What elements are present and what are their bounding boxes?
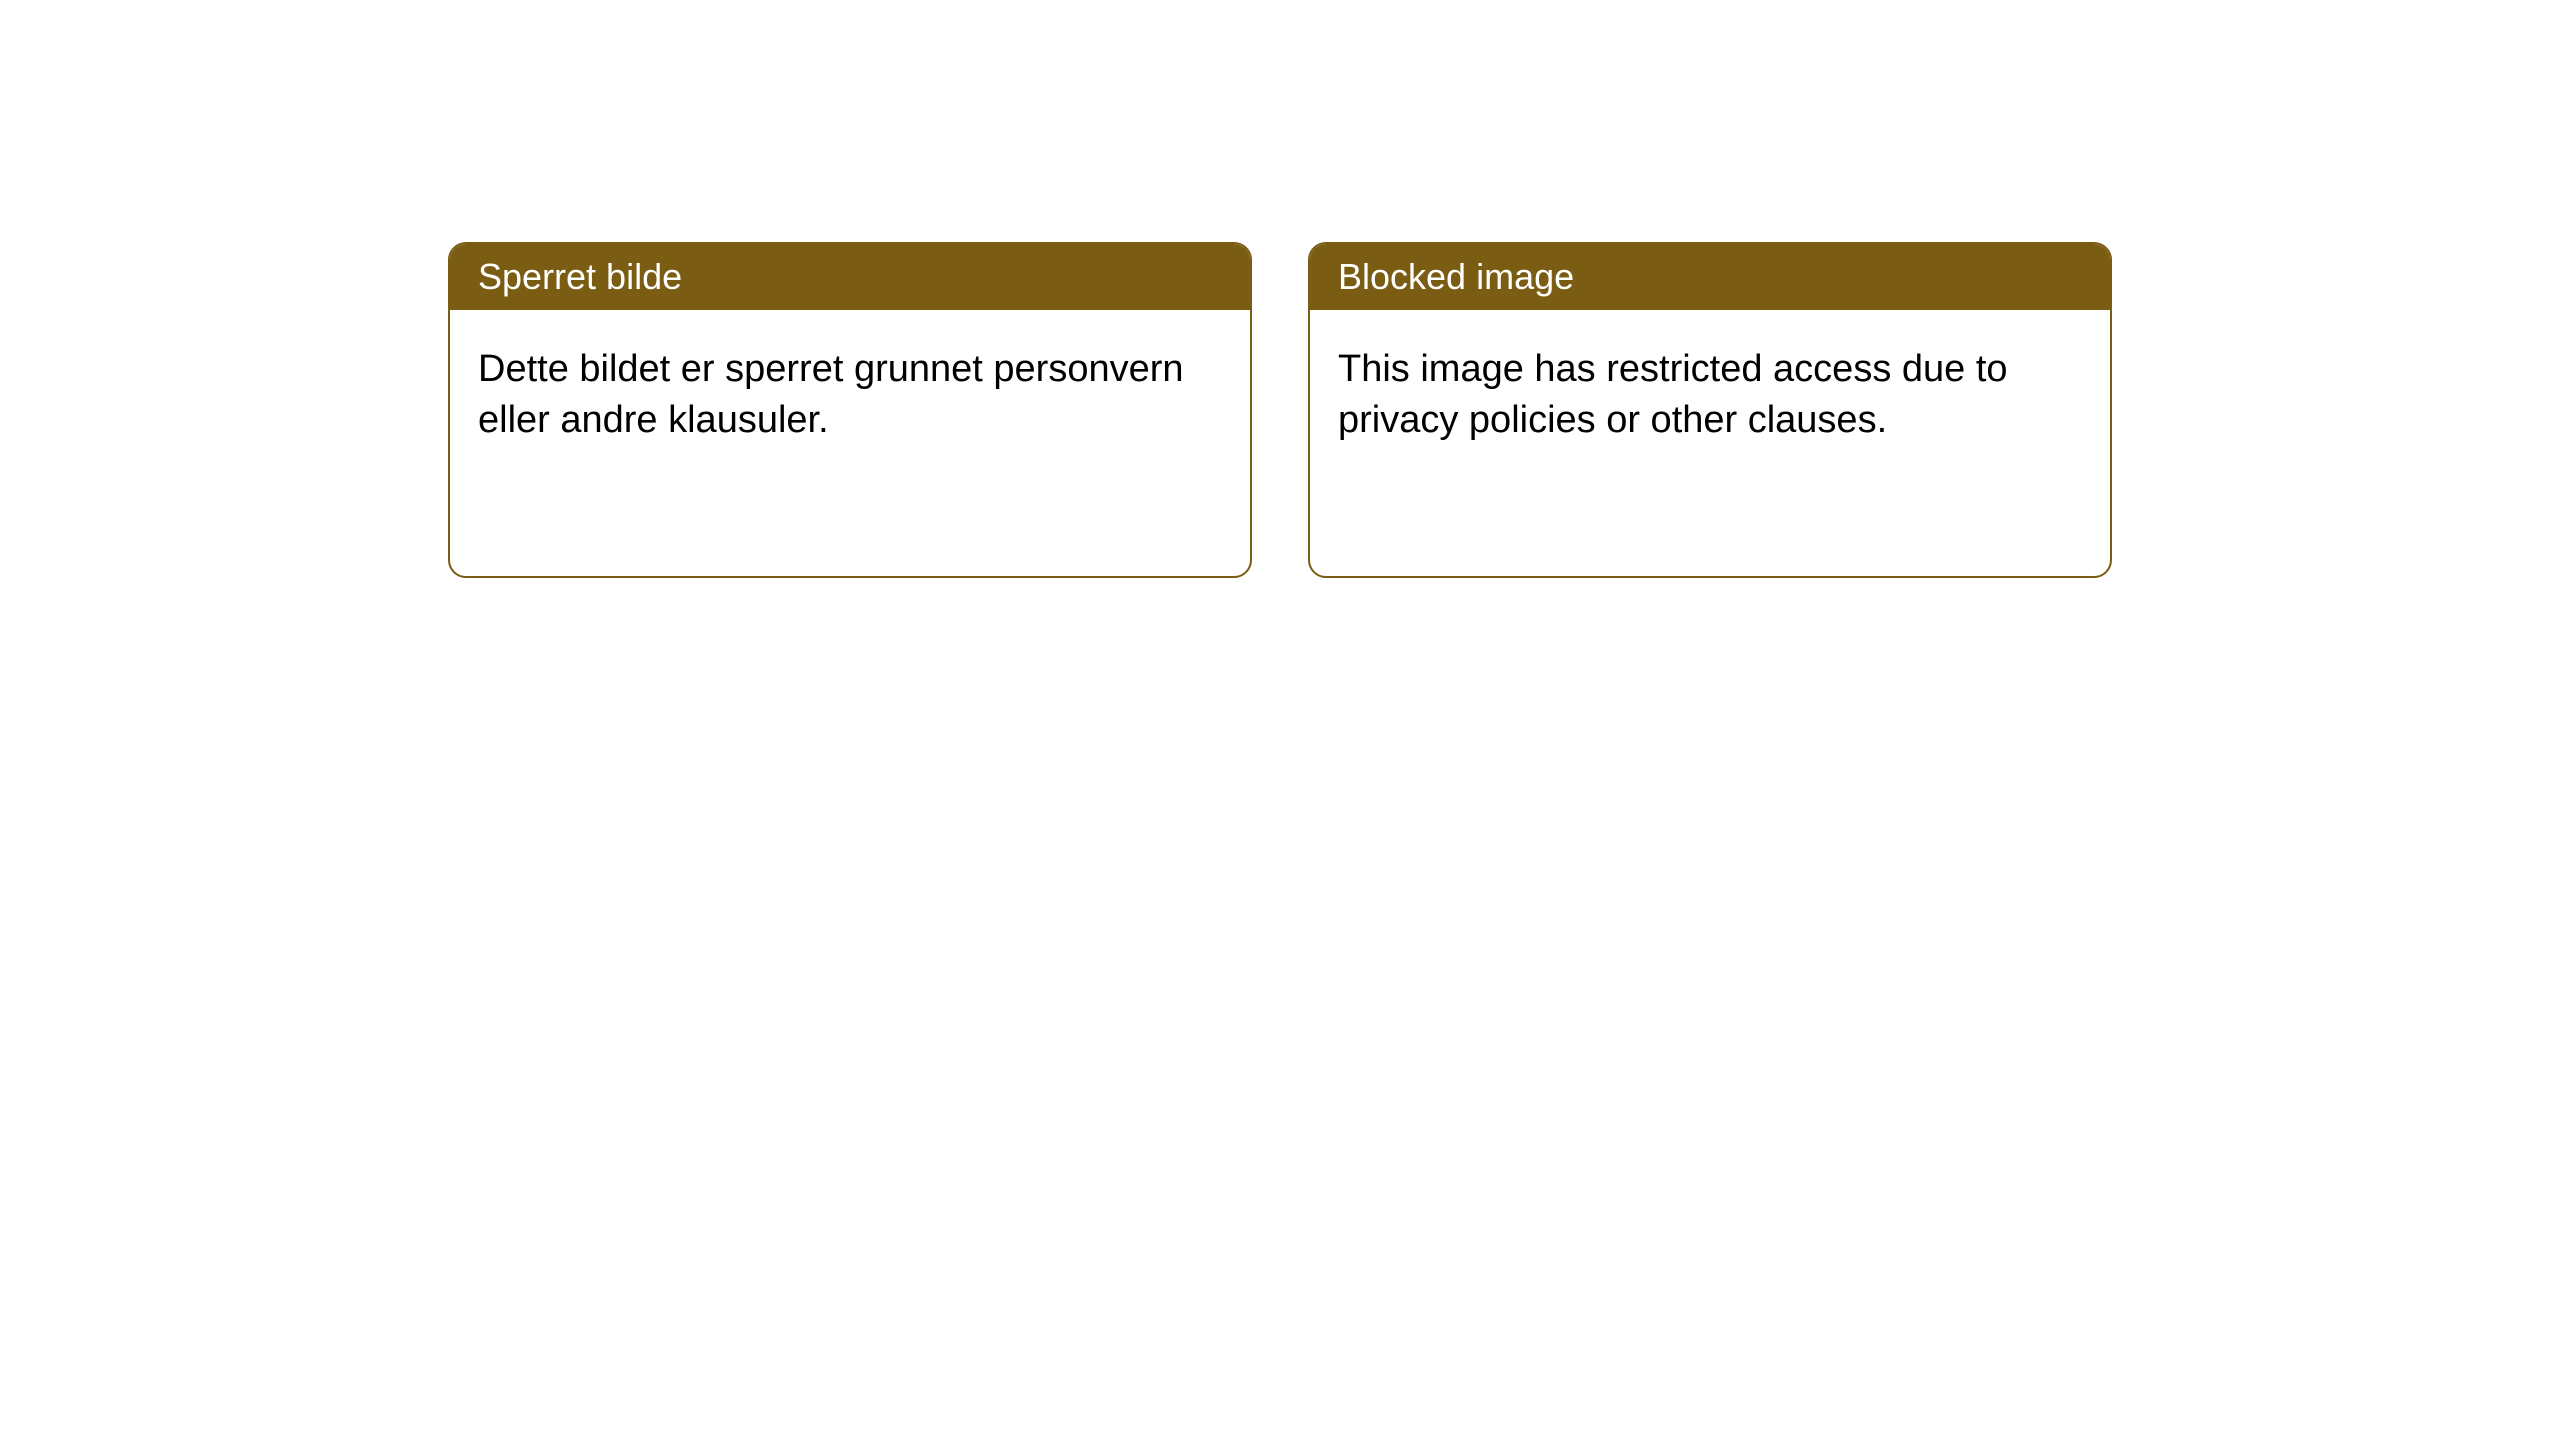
card-body-text: Dette bildet er sperret grunnet personve… bbox=[478, 348, 1184, 441]
card-header: Blocked image bbox=[1310, 244, 2110, 310]
notice-card-norwegian: Sperret bilde Dette bildet er sperret gr… bbox=[448, 242, 1252, 578]
card-body: This image has restricted access due to … bbox=[1310, 310, 2110, 481]
card-title: Blocked image bbox=[1338, 256, 1574, 297]
notice-cards-container: Sperret bilde Dette bildet er sperret gr… bbox=[448, 242, 2112, 578]
card-body: Dette bildet er sperret grunnet personve… bbox=[450, 310, 1250, 481]
card-header: Sperret bilde bbox=[450, 244, 1250, 310]
notice-card-english: Blocked image This image has restricted … bbox=[1308, 242, 2112, 578]
card-title: Sperret bilde bbox=[478, 256, 682, 297]
card-body-text: This image has restricted access due to … bbox=[1338, 348, 2008, 441]
